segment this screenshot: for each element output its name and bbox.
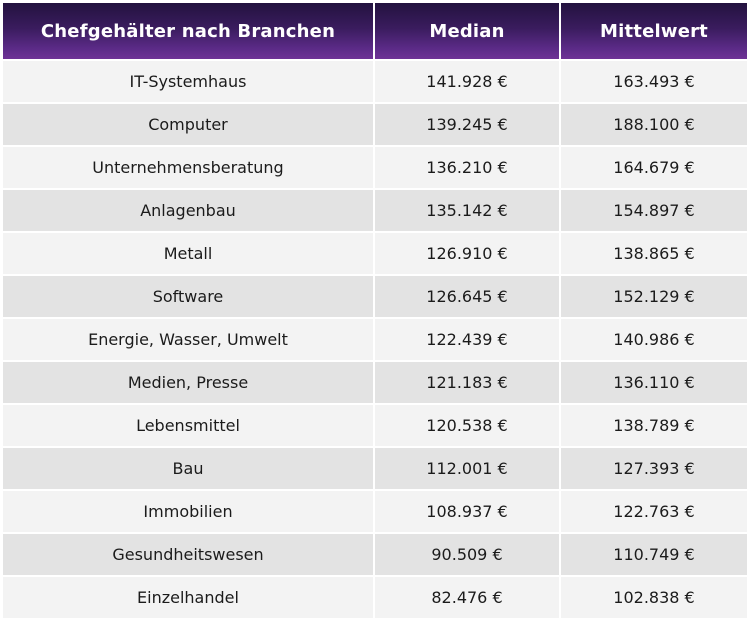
branch-cell: Metall	[3, 231, 375, 275]
mittelwert-cell: 164.679 €	[560, 145, 747, 189]
table-row: Anlagenbau 135.142 €154.897 €	[3, 188, 747, 232]
table-row: Unternehmensberatung 136.210 €164.679 €	[3, 145, 747, 189]
table-row: Medien, Presse 121.183 €136.110 €	[3, 360, 747, 404]
median-cell: 90.509 €	[374, 532, 561, 576]
table-row: Software 126.645 €152.129 €	[3, 274, 747, 318]
branch-cell: Gesundheitswesen	[3, 532, 375, 576]
branch-cell: Einzelhandel	[3, 575, 375, 618]
salary-table: Chefgehälter nach Branchen Median Mittel…	[3, 3, 747, 618]
header-branch: Chefgehälter nach Branchen	[3, 3, 375, 60]
table-row: Immobilien 108.937 €122.763 €	[3, 489, 747, 533]
mittelwert-cell: 138.789 €	[560, 403, 747, 447]
median-cell: 82.476 €	[374, 575, 561, 618]
mittelwert-cell: 163.493 €	[560, 59, 747, 103]
branch-cell: Software	[3, 274, 375, 318]
mittelwert-cell: 102.838 €	[560, 575, 747, 618]
table-body: IT-Systemhaus 141.928 €163.493 € Computer 1…	[3, 59, 747, 618]
mittelwert-cell: 110.749 €	[560, 532, 747, 576]
branch-cell: IT-Systemhaus	[3, 59, 375, 103]
branch-cell: Medien, Presse	[3, 360, 375, 404]
mittelwert-cell: 152.129 €	[560, 274, 747, 318]
median-cell: 108.937 €	[374, 489, 561, 533]
branch-cell: Lebensmittel	[3, 403, 375, 447]
mittelwert-cell: 136.110 €	[560, 360, 747, 404]
median-cell: 122.439 €	[374, 317, 561, 361]
table-header: Chefgehälter nach Branchen Median Mittel…	[3, 3, 747, 60]
header-median: Median	[374, 3, 561, 60]
header-mittelwert: Mittelwert	[560, 3, 747, 60]
mittelwert-cell: 188.100 €	[560, 102, 747, 146]
median-cell: 135.142 €	[374, 188, 561, 232]
median-cell: 136.210 €	[374, 145, 561, 189]
branch-cell: Energie, Wasser, Umwelt	[3, 317, 375, 361]
median-cell: 112.001 €	[374, 446, 561, 490]
branch-cell: Anlagenbau	[3, 188, 375, 232]
mittelwert-cell: 140.986 €	[560, 317, 747, 361]
table-row: Einzelhandel 82.476 €102.838 €	[3, 575, 747, 618]
branch-cell: Bau	[3, 446, 375, 490]
median-cell: 120.538 €	[374, 403, 561, 447]
median-cell: 121.183 €	[374, 360, 561, 404]
table-row: IT-Systemhaus 141.928 €163.493 €	[3, 59, 747, 103]
median-cell: 126.910 €	[374, 231, 561, 275]
table-row: Gesundheitswesen 90.509 €110.749 €	[3, 532, 747, 576]
median-cell: 141.928 €	[374, 59, 561, 103]
table-row: Bau 112.001 €127.393 €	[3, 446, 747, 490]
branch-cell: Computer	[3, 102, 375, 146]
table-row: Lebensmittel 120.538 €138.789 €	[3, 403, 747, 447]
mittelwert-cell: 122.763 €	[560, 489, 747, 533]
branch-cell: Unternehmensberatung	[3, 145, 375, 189]
branch-cell: Immobilien	[3, 489, 375, 533]
mittelwert-cell: 127.393 €	[560, 446, 747, 490]
table-row: Energie, Wasser, Umwelt 122.439 €140.986 …	[3, 317, 747, 361]
mittelwert-cell: 138.865 €	[560, 231, 747, 275]
table-row: Computer 139.245 €188.100 €	[3, 102, 747, 146]
header-row: Chefgehälter nach Branchen Median Mittel…	[3, 3, 747, 60]
mittelwert-cell: 154.897 €	[560, 188, 747, 232]
median-cell: 126.645 €	[374, 274, 561, 318]
median-cell: 139.245 €	[374, 102, 561, 146]
table-row: Metall 126.910 €138.865 €	[3, 231, 747, 275]
